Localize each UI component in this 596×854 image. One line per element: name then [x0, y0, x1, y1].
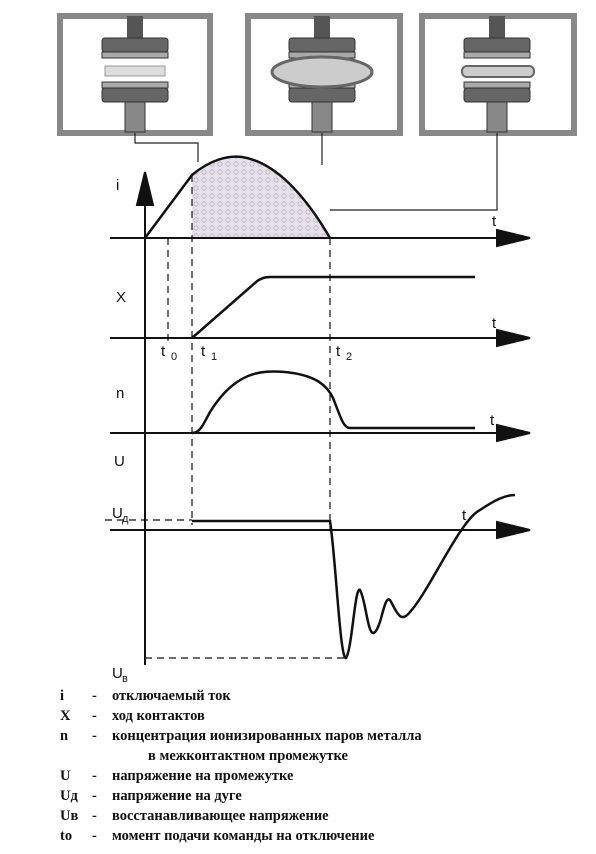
legend-symbol: U [60, 768, 71, 784]
legend-separator: - [92, 708, 97, 724]
legend-text: восстанавливающее напряжение [112, 808, 329, 824]
axis-label: t [462, 507, 467, 524]
legend-text: в межконтактном промежутке [148, 748, 348, 764]
legend-text: момент подачи команды на отключение [112, 828, 375, 844]
legend-text: напряжение на промежутке [112, 768, 294, 784]
axis-label-sub: в [122, 673, 128, 685]
legend-text: напряжение на дуге [112, 788, 242, 804]
axis-label: i [116, 177, 119, 194]
axis-label: t [336, 343, 341, 360]
legend-text: ход контактов [112, 708, 205, 724]
dashed-guides [105, 175, 345, 659]
legend-symbol: to [60, 828, 72, 844]
axis-label: t [492, 315, 497, 332]
legend-symbol: X [60, 708, 71, 724]
axis-label: U [112, 505, 123, 522]
legend-symbol: Uв [60, 808, 78, 824]
legend-text: отключаемый ток [112, 688, 231, 704]
axis-label: X [116, 289, 126, 306]
legend-separator: - [92, 788, 97, 804]
curves [143, 155, 516, 660]
legend-separator: - [92, 828, 97, 844]
legend-symbol: n [60, 728, 68, 744]
axis-label-sub: 0 [171, 351, 177, 363]
axis-label-sub: д [122, 513, 129, 525]
axes [110, 171, 531, 665]
connectors [134, 133, 498, 211]
axis-label: t [201, 343, 206, 360]
axis-label-sub: 1 [211, 351, 217, 363]
legend-separator: - [92, 688, 97, 704]
axis-label: t [492, 213, 497, 230]
axis-label: t [161, 343, 166, 360]
legend-text: концентрация ионизированных паров металл… [112, 728, 422, 744]
legend-symbol: Uд [60, 788, 78, 804]
axis-label: U [114, 453, 125, 470]
axis-label: n [116, 385, 124, 402]
legend-separator: - [92, 808, 97, 824]
legend-symbol: i [60, 688, 64, 704]
legend-separator: - [92, 728, 97, 744]
legend-separator: - [92, 768, 97, 784]
axis-label: U [112, 665, 123, 682]
arc-area [192, 156, 330, 238]
axis-label: t [490, 412, 495, 429]
axis-label-sub: 2 [346, 351, 352, 363]
electrodes [101, 15, 535, 133]
